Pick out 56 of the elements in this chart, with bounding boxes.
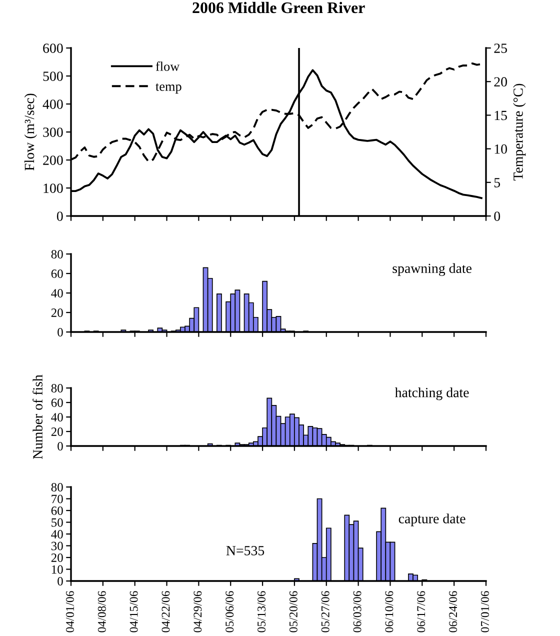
- annotation: spawning date: [392, 263, 472, 276]
- annotation: capture date: [398, 514, 466, 526]
- y2-tick-label: 15: [494, 110, 507, 120]
- y-axis-title: Flow (m³/sec): [24, 94, 37, 171]
- y-tick-label: 0: [58, 577, 63, 586]
- y-tick-label: 100: [44, 184, 63, 193]
- y-tick-label: 300: [43, 128, 63, 137]
- y-tick-label: 500: [43, 72, 63, 81]
- x-tick-label: 05/13/06: [258, 591, 266, 632]
- y2-tick-label: 10: [494, 144, 507, 154]
- legend-label: temp: [156, 83, 182, 94]
- y-tick-label: 70: [52, 494, 63, 504]
- y-tick-label: 200: [43, 156, 63, 165]
- x-tick-label: 04/15/06: [130, 591, 138, 632]
- y-axis-title: Number of fish: [32, 374, 42, 460]
- y-tick-label: 0: [58, 328, 63, 336]
- x-tick-label: 06/10/06: [385, 591, 394, 632]
- x-tick-label: 04/22/06: [162, 591, 170, 632]
- y-tick-label: 10: [52, 565, 63, 574]
- y2-axis-title: Temperature (°C): [513, 84, 526, 181]
- chart-title: 2006 Middle Green River: [192, 2, 365, 14]
- y-tick-label: 80: [51, 250, 63, 258]
- annotation: hatching date: [394, 387, 469, 400]
- legend-label: flow: [156, 62, 180, 71]
- y-tick-label: 0: [56, 212, 63, 221]
- y-tick-label: 20: [51, 554, 63, 562]
- y2-tick-label: 25: [494, 44, 507, 53]
- y-tick-label: 80: [51, 483, 63, 492]
- x-tick-label: 07/01/06: [480, 591, 489, 632]
- y-tick-label: 60: [51, 398, 63, 407]
- x-tick-label: 04/08/06: [98, 591, 106, 632]
- y-tick-label: 40: [51, 413, 63, 422]
- y2-tick-label: 20: [494, 77, 507, 87]
- y-tick-label: 40: [51, 289, 63, 298]
- y-tick-label: 60: [51, 270, 63, 278]
- y2-tick-label: 0: [494, 212, 500, 221]
- y-tick-label: 600: [43, 44, 63, 53]
- y2-tick-label: 5: [494, 178, 500, 188]
- y-tick-label: 60: [51, 506, 63, 515]
- y-tick-label: 40: [51, 530, 63, 538]
- y-tick-label: 80: [51, 384, 63, 392]
- x-tick-label: 06/17/06: [417, 591, 426, 632]
- y-tick-label: 0: [58, 442, 63, 450]
- y-tick-label: 400: [42, 100, 63, 109]
- annotation: N=535: [226, 546, 264, 556]
- y-tick-label: 30: [51, 542, 63, 550]
- x-tick-label: 04/01/06: [66, 591, 74, 632]
- x-tick-label: 05/20/06: [289, 591, 298, 632]
- y-tick-label: 20: [51, 308, 63, 317]
- y-tick-label: 20: [51, 428, 63, 436]
- x-tick-label: 06/24/06: [449, 591, 458, 632]
- x-tick-label: 06/03/06: [353, 591, 362, 632]
- x-tick-label: 05/06/06: [226, 591, 234, 632]
- x-tick-label: 04/29/06: [194, 591, 202, 632]
- x-tick-label: 05/27/06: [321, 591, 330, 632]
- y-tick-label: 50: [52, 518, 63, 527]
